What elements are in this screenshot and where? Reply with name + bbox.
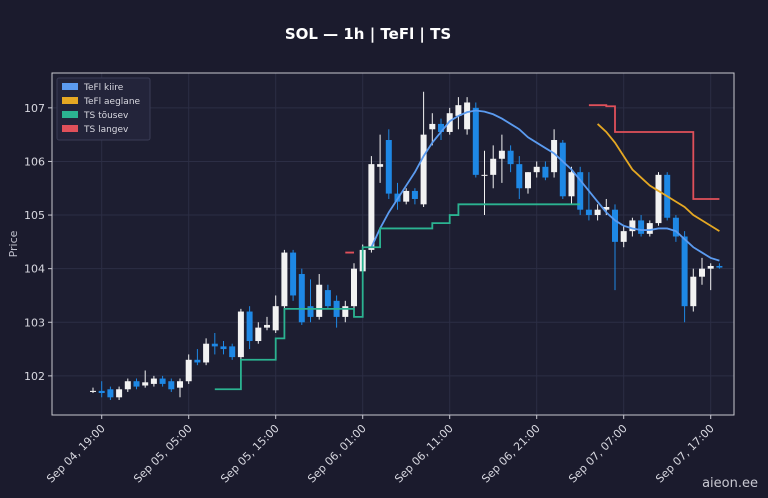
candle-body — [177, 381, 183, 388]
candle-body — [568, 172, 575, 197]
candle-body — [646, 223, 653, 234]
candle-body — [716, 265, 723, 268]
legend-swatch — [62, 83, 78, 90]
candle-body — [272, 306, 279, 331]
y-tick-label: 104 — [24, 263, 45, 276]
candle-body — [681, 236, 688, 307]
candle-body — [638, 220, 645, 234]
candle-body — [533, 166, 540, 173]
legend-label: TS langev — [83, 125, 129, 135]
series-line — [596, 123, 720, 232]
candle-body — [298, 274, 305, 323]
plot-frame — [51, 72, 735, 416]
watermark: aieon.ee — [702, 476, 758, 491]
candle-body — [124, 381, 131, 390]
candle-body — [342, 306, 349, 317]
y-tick-label: 107 — [24, 102, 45, 115]
candle-body — [133, 381, 140, 387]
candle-body — [255, 327, 262, 342]
candle-body — [107, 389, 114, 398]
candle-body — [411, 190, 418, 199]
candle-body — [620, 231, 627, 242]
candle-body — [203, 343, 210, 363]
candle-body — [316, 284, 323, 317]
candle-body — [142, 382, 149, 386]
candle-body — [281, 252, 288, 307]
y-tick-label: 103 — [24, 316, 45, 329]
legend-label: TeFl kiire — [83, 83, 124, 93]
candle-body — [290, 252, 297, 296]
candle-body — [516, 164, 523, 189]
legend-label: TS tõusev — [83, 111, 129, 121]
candle-body — [307, 306, 314, 317]
plot-area — [52, 73, 734, 415]
candle-body — [655, 174, 662, 224]
candle-body — [429, 123, 436, 130]
candle-body — [159, 378, 166, 384]
y-tick-label: 102 — [24, 370, 45, 383]
candle-body — [690, 276, 697, 307]
candle-body — [246, 311, 253, 342]
candle-body — [98, 390, 105, 394]
series-line — [214, 203, 581, 391]
candle-body — [525, 172, 531, 189]
candle-body — [420, 134, 427, 205]
candle-body — [185, 359, 192, 382]
candle-body — [585, 209, 592, 216]
candle-body — [594, 209, 601, 216]
y-tick-label: 105 — [24, 209, 45, 222]
candle-body — [377, 164, 384, 167]
candle-body — [464, 102, 471, 130]
candle-body — [220, 346, 227, 350]
y-axis-label: Price — [7, 230, 20, 257]
series-line — [345, 104, 720, 254]
candle-body — [542, 166, 549, 178]
candle-body — [559, 142, 566, 197]
candle-body — [229, 346, 236, 358]
candle-body — [490, 158, 497, 175]
candle-body — [438, 123, 444, 132]
candle-body — [507, 150, 514, 165]
candle-body — [351, 268, 357, 307]
candle-body — [481, 174, 488, 176]
candle-body — [603, 207, 610, 210]
candle-body — [116, 389, 123, 398]
candle-body — [168, 381, 175, 390]
chart-title: SOL — 1h | TeFl | TS — [285, 25, 451, 44]
candle-body — [455, 105, 462, 116]
candle-body — [403, 190, 410, 202]
legend-swatch — [62, 125, 78, 132]
candle-body — [264, 324, 270, 328]
series-line — [370, 109, 720, 262]
candle-body — [672, 217, 679, 237]
candle-body — [90, 390, 96, 392]
legend-swatch — [62, 111, 78, 118]
candle-body — [385, 140, 392, 194]
candle-body — [368, 164, 375, 250]
y-tick-label: 106 — [24, 155, 45, 168]
candle-body — [612, 209, 618, 242]
candle-body — [498, 150, 505, 159]
candle-body — [150, 378, 157, 384]
legend-label: TeFl aeglane — [83, 97, 141, 107]
candle-body — [194, 359, 201, 363]
candle-body — [551, 140, 558, 173]
candle-body — [629, 220, 636, 232]
candle-body — [707, 265, 714, 269]
legend-box — [56, 77, 151, 141]
candle-body — [472, 107, 479, 175]
candle-body — [699, 268, 705, 277]
candle-body — [577, 172, 584, 210]
candle-body — [211, 343, 218, 347]
legend-swatch — [62, 97, 78, 104]
candle-body — [324, 290, 331, 307]
candle-body — [237, 311, 244, 358]
